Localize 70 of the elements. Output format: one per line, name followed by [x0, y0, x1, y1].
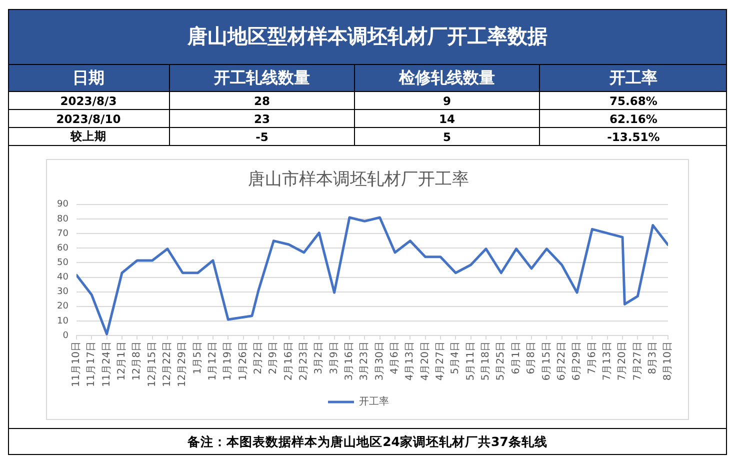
x-tick-label: 12月15日	[146, 342, 158, 388]
x-tick-label: 6月8日	[526, 342, 538, 374]
x-tick-label: 4月13日	[404, 342, 416, 381]
x-tick-label: 12月22日	[162, 342, 174, 388]
text: 开工轧线数量	[214, 68, 310, 88]
text: -5	[256, 130, 268, 144]
text: 14	[438, 112, 455, 126]
x-tick-label: 5月25日	[496, 342, 507, 381]
x-tick-label: 2月16日	[283, 342, 294, 381]
x-tick-label: 12月29日	[177, 342, 188, 388]
y-tick-label: 20	[57, 302, 69, 312]
x-tick-label: 5月18日	[480, 342, 492, 381]
x-tick-label: 8月10日	[662, 342, 674, 381]
x-tick-label: 6月22日	[556, 342, 568, 381]
text: 9	[442, 94, 451, 108]
x-tick-label: 12月1日	[116, 342, 128, 381]
text: 2023/8/10	[56, 112, 121, 126]
x-tick-label: 3月30日	[374, 342, 386, 381]
y-tick-label: 70	[57, 228, 69, 239]
x-tick-label: 8月3日	[647, 342, 658, 374]
x-tick-label: 2月2日	[253, 342, 264, 374]
x-tick-label: 6月1日	[510, 342, 522, 374]
text: 日期	[72, 68, 104, 88]
x-tick-label: 1月19日	[222, 342, 234, 381]
text: 开工率	[610, 68, 658, 88]
x-tick-label: 3月23日	[359, 342, 370, 381]
text: 唐山地区型材样本调坯轧材厂开工率数据	[188, 23, 548, 50]
x-tick-label: 3月16日	[344, 342, 356, 381]
x-tick-label: 7月20日	[617, 342, 628, 381]
y-tick-label: 10	[57, 316, 69, 326]
x-tick-label: 5月11日	[465, 342, 476, 381]
y-tick-label: 80	[57, 214, 69, 224]
x-tick-label: 3月9日	[328, 342, 340, 374]
x-tick-label: 2月9日	[268, 342, 280, 374]
x-tick-label: 5月4日	[450, 342, 462, 374]
x-tick-label: 12月8日	[132, 342, 143, 381]
x-tick-label: 11月17日	[86, 342, 98, 388]
y-tick-label: 60	[57, 243, 69, 254]
y-tick-label: 0	[62, 330, 69, 341]
text: 75.68%	[610, 94, 658, 108]
x-tick-label: 1月12日	[208, 342, 219, 381]
x-tick-label: 4月6日	[390, 342, 401, 374]
legend-label: 开工率	[359, 396, 389, 408]
text: 5	[442, 130, 451, 144]
text: -13.51%	[607, 130, 660, 144]
x-tick-label: 7月6日	[586, 342, 598, 374]
x-tick-label: 1月5日	[192, 342, 204, 374]
y-tick-label: 50	[57, 258, 69, 268]
chart-title: 唐山市样本调坯轧材厂开工率	[248, 170, 469, 190]
y-tick-label: 90	[57, 200, 69, 210]
text: 23	[254, 112, 270, 126]
text: 28	[254, 94, 270, 108]
x-tick-label: 7月27日	[632, 342, 644, 381]
x-tick-label: 6月29日	[572, 342, 583, 381]
x-tick-label: 11月24日	[101, 342, 112, 388]
text: 较上期	[70, 129, 106, 144]
x-tick-label: 7月13日	[602, 342, 613, 381]
y-tick-label: 40	[57, 272, 69, 283]
x-tick-label: 6月15日	[541, 342, 552, 381]
x-tick-label: 4月27日	[435, 342, 446, 381]
text: 检修轧线数量	[399, 68, 495, 88]
x-tick-label: 4月20日	[420, 342, 431, 381]
text: 备注：本图表数据样本为唐山地区24家调坯轧材厂共37条轧线	[188, 434, 548, 448]
x-tick-label: 2月23日	[298, 342, 310, 381]
text: 2023/8/3	[60, 94, 117, 108]
x-tick-label: 3月2日	[314, 342, 325, 374]
x-tick-label: 1月26日	[238, 342, 249, 381]
y-tick-label: 30	[57, 287, 69, 298]
text: 62.16%	[610, 112, 658, 126]
x-tick-label: 11月10日	[71, 342, 82, 388]
